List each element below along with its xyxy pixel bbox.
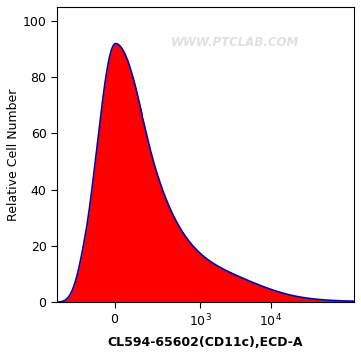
Text: WWW.PTCLAB.COM: WWW.PTCLAB.COM [171,36,299,49]
Y-axis label: Relative Cell Number: Relative Cell Number [7,88,20,221]
X-axis label: CL594-65602(CD11c),ECD-A: CL594-65602(CD11c),ECD-A [108,336,303,349]
